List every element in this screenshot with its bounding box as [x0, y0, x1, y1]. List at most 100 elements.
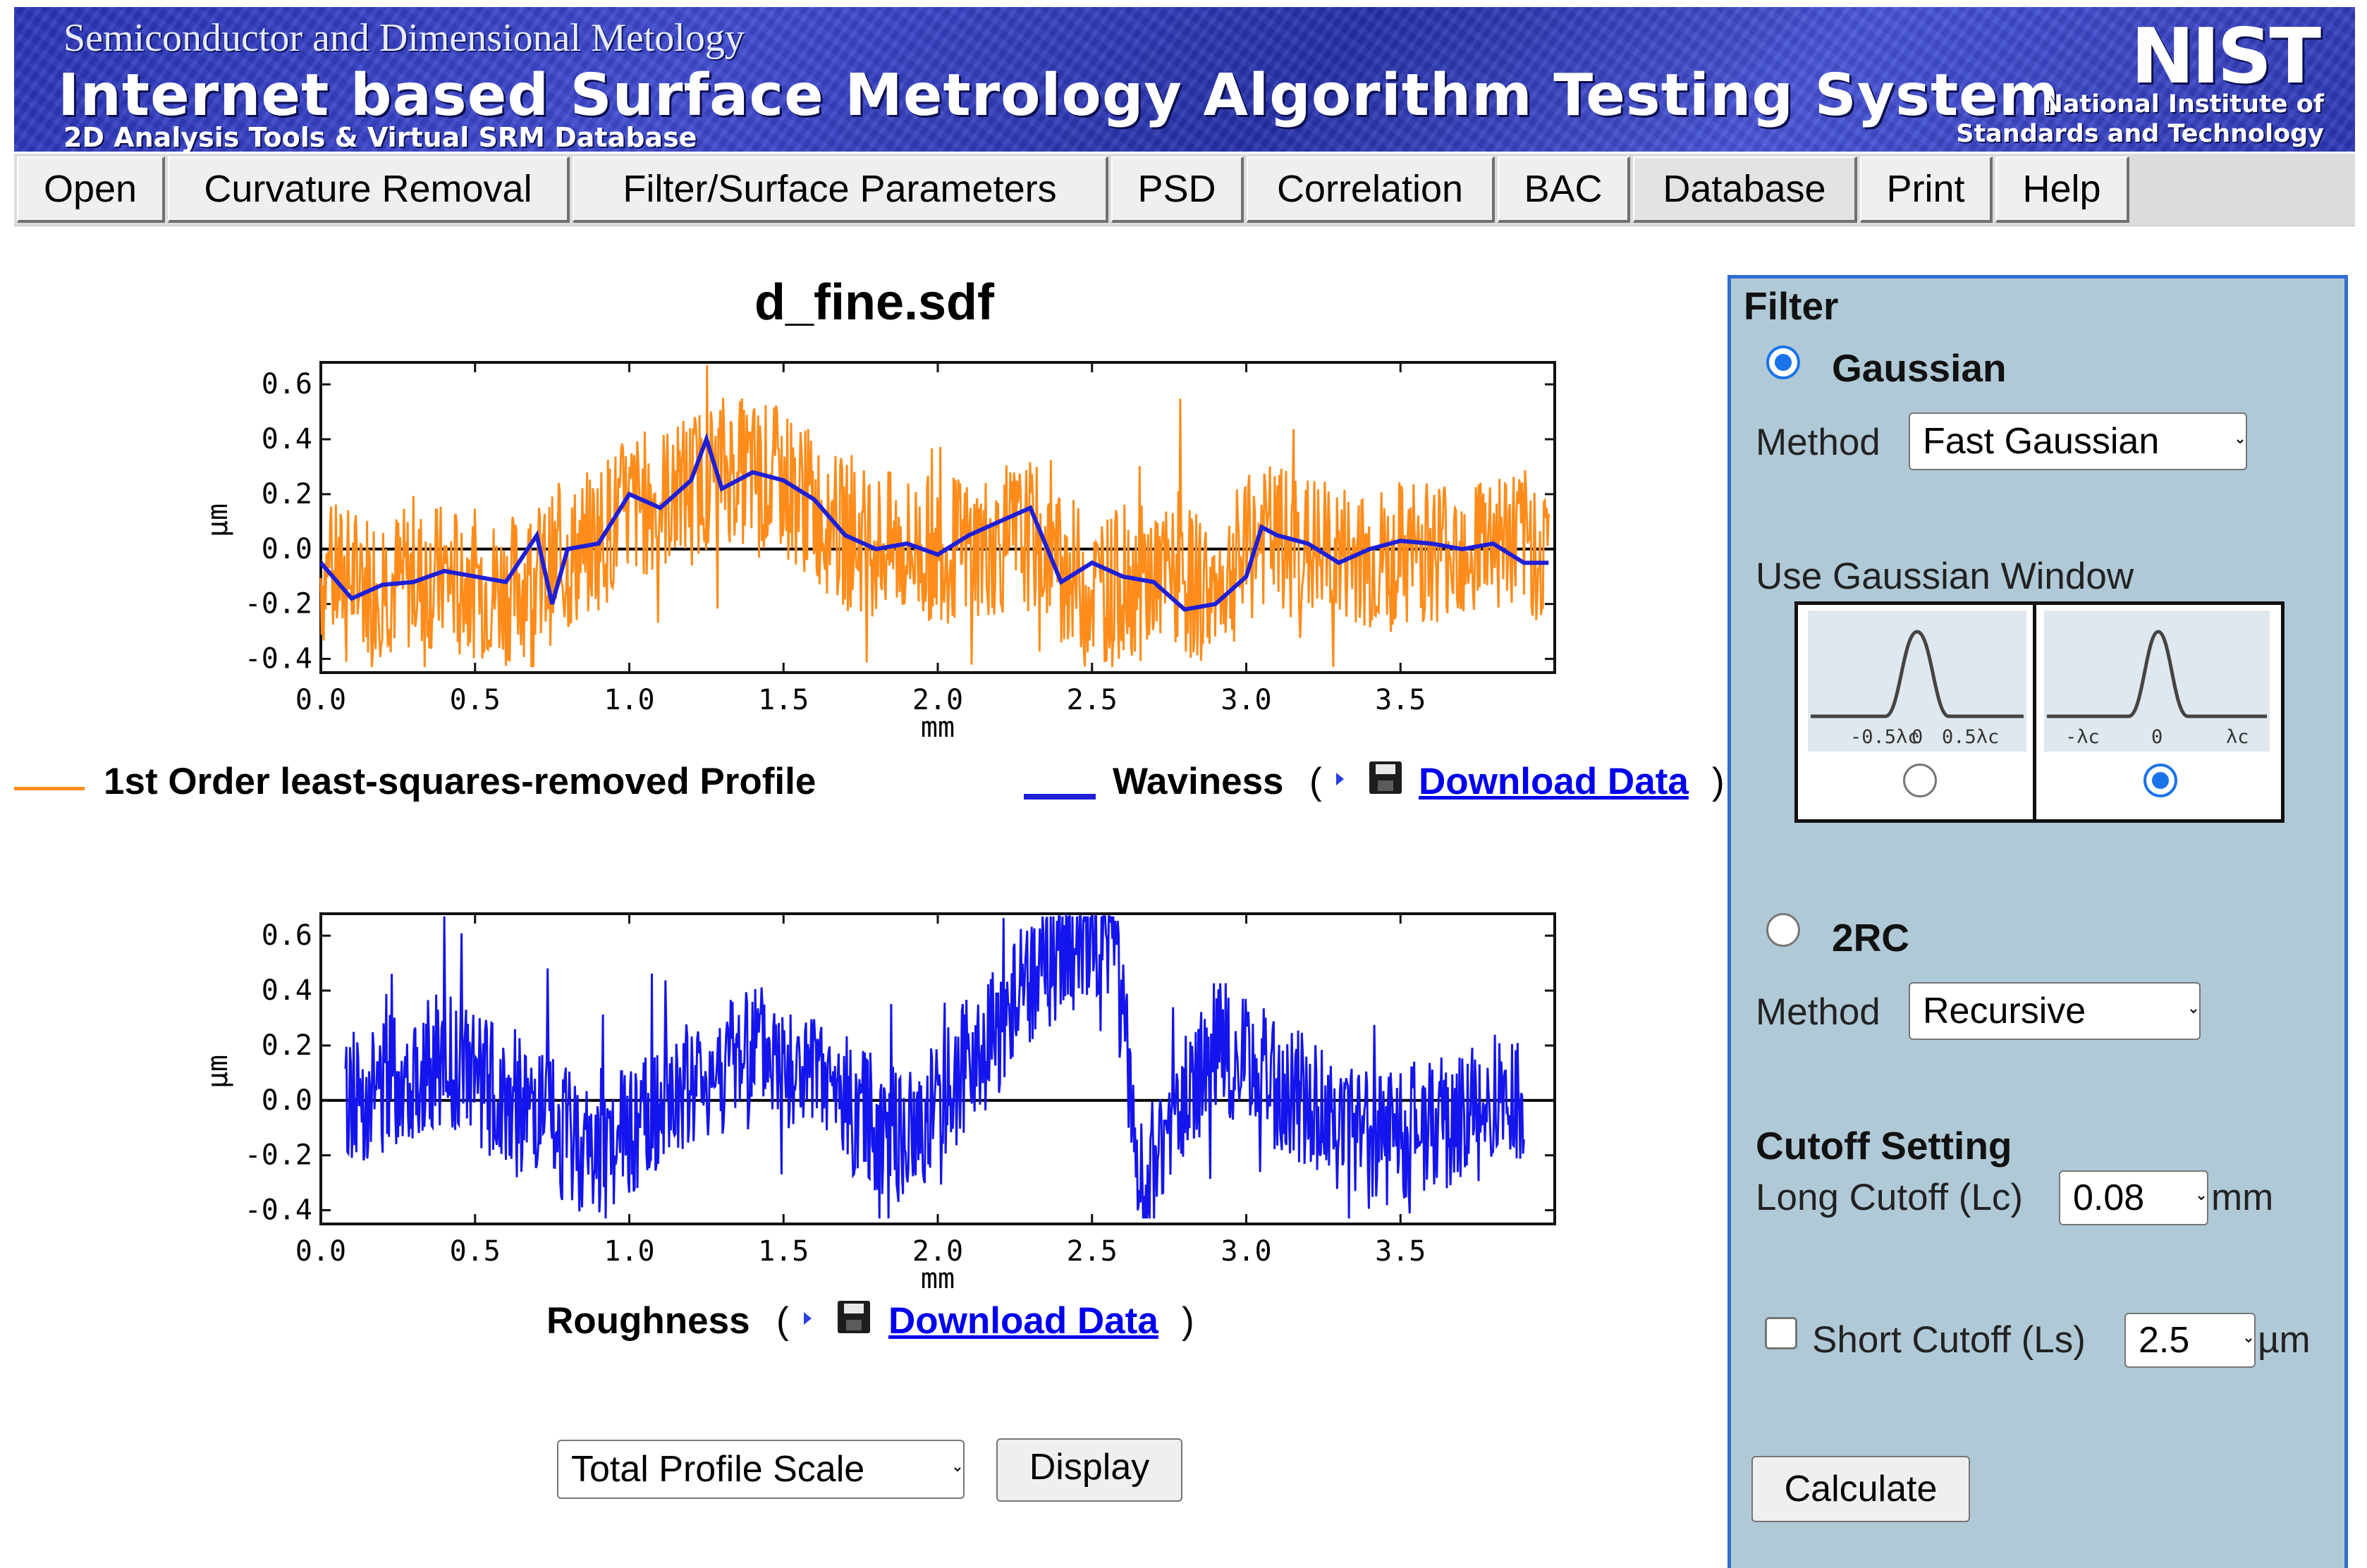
banner-subtitle-bottom: 2D Analysis Tools & Virtual SRM Database	[63, 122, 697, 152]
banner-title: Internet based Surface Metrology Algorit…	[58, 62, 2060, 129]
roughness-save-icon[interactable]	[838, 1301, 870, 1333]
y-tick-label: -0.4	[245, 643, 312, 675]
menu-print-button[interactable]: Print	[1860, 157, 1993, 223]
x-tick-label: 0.0	[295, 1235, 346, 1268]
window-tick-neg: -0.5λc	[1850, 726, 1919, 748]
short-cutoff-unit: µm	[2258, 1319, 2311, 1361]
y-axis-label: µm	[202, 503, 234, 537]
long-cutoff-label: Long Cutoff (Lc)	[1756, 1177, 2024, 1218]
menu-bac-button[interactable]: BAC	[1498, 157, 1630, 223]
x-tick-label: 0.5	[450, 684, 501, 716]
menu-bar: Open Curvature Removal Filter/Surface Pa…	[14, 154, 2355, 226]
gaussian-half-curve	[1811, 630, 2024, 718]
gaussian-window-selector: -0.5λc 0 0.5λc -λc 0 λc	[1794, 601, 2285, 823]
gaussian-full-window-graph: -λc 0 λc	[2044, 611, 2270, 752]
roughness-paren-open: (	[776, 1300, 789, 1342]
display-button[interactable]: Display	[996, 1438, 1182, 1502]
x-tick-label: 2.0	[912, 1235, 963, 1268]
menu-psd-button[interactable]: PSD	[1111, 157, 1244, 223]
gaussian-full-curve	[2047, 630, 2267, 718]
rc-method-select[interactable]: Recursive	[1909, 982, 2201, 1040]
profile-waviness-chart: 0.6 0.4 0.2 0.0 -0.2 -0.4 0.0 0.5 1.0 1.5 2.0 2.5 3…	[202, 361, 1556, 744]
window-tick-pos: λc	[2226, 726, 2249, 748]
x-tick-label: 3.5	[1375, 684, 1426, 716]
roughness-download-link[interactable]: Download Data	[888, 1300, 1158, 1342]
gaussian-label: Gaussian	[1832, 346, 2007, 390]
file-title: d_fine.sdf	[754, 274, 995, 331]
window-tick-pos: 0.5λc	[1942, 726, 1999, 748]
profile-legend-label: 1st Order least-squares-removed Profile	[104, 761, 816, 802]
x-tick-label: 0.5	[450, 1235, 501, 1268]
x-tick-label: 1.5	[758, 1235, 809, 1268]
menu-open-button[interactable]: Open	[17, 157, 165, 223]
x-tick-label: 1.5	[758, 684, 809, 716]
rc-method-label: Method	[1756, 991, 1880, 1033]
y-tick-label: 0.4	[262, 423, 312, 455]
roughness-legend-label: Roughness	[546, 1300, 750, 1342]
gaussian-method-label: Method	[1756, 422, 1880, 463]
x-tick-label: 1.0	[604, 1235, 654, 1268]
roughness-chart: 0.6 0.4 0.2 0.0 -0.2 -0.4 0.0 0.5 1.0 1.5 2.0 2.5 3…	[202, 912, 1556, 1295]
profile-scale-select[interactable]: Total Profile Scale	[557, 1440, 965, 1499]
gaussian-radio[interactable]	[1766, 345, 1800, 379]
long-cutoff-unit: mm	[2211, 1177, 2274, 1218]
x-tick-label: 2.5	[1067, 684, 1118, 716]
nist-org-line2: Standards and Technology	[1956, 120, 2324, 148]
x-tick-label: 1.0	[604, 684, 654, 716]
y-tick-label: 0.2	[262, 478, 312, 510]
menu-help-button[interactable]: Help	[1995, 157, 2129, 223]
half-window-radio[interactable]	[1903, 764, 1937, 797]
waviness-legend-swatch	[1024, 794, 1096, 800]
x-axis-label: mm	[921, 1263, 955, 1295]
x-tick-label: 2.5	[1067, 1235, 1118, 1268]
window-tick-zero: 0	[2151, 726, 2163, 748]
rc2-radio[interactable]	[1766, 913, 1800, 947]
y-axis-label: µm	[202, 1055, 234, 1089]
gaussian-half-window-graph: -0.5λc 0 0.5λc	[1808, 611, 2026, 752]
nist-logo[interactable]: NIST	[2130, 13, 2321, 101]
roughness-arrow-icon	[804, 1312, 812, 1325]
window-divider	[2033, 605, 2036, 819]
gaussian-method-select[interactable]: Fast Gaussian	[1909, 412, 2247, 470]
waviness-paren-close: )	[1712, 761, 1725, 802]
menu-correlation-button[interactable]: Correlation	[1247, 157, 1495, 223]
window-tick-zero: 0	[1912, 726, 1923, 748]
menu-curvature-removal-button[interactable]: Curvature Removal	[168, 157, 570, 223]
roughness-series	[344, 912, 1525, 1219]
calculate-button[interactable]: Calculate	[1751, 1456, 1970, 1522]
y-tick-label: -0.2	[245, 1139, 312, 1172]
rc2-label: 2RC	[1832, 916, 1910, 960]
profile-legend-swatch	[14, 787, 85, 790]
y-tick-label: 0.4	[262, 974, 312, 1007]
x-tick-label: 3.0	[1221, 1235, 1271, 1268]
waviness-legend-label: Waviness	[1113, 761, 1284, 802]
menu-database-button[interactable]: Database	[1633, 157, 1857, 223]
cutoff-header: Cutoff Setting	[1756, 1124, 2012, 1168]
y-tick-label: -0.2	[245, 588, 312, 620]
y-tick-label: 0.0	[262, 1084, 312, 1117]
waviness-arrow-icon	[1336, 773, 1344, 785]
y-tick-label: 0.2	[262, 1029, 312, 1062]
y-tick-label: -0.4	[245, 1194, 312, 1227]
roughness-paren-close: )	[1182, 1300, 1194, 1342]
waviness-series	[319, 432, 1549, 612]
waviness-download-link[interactable]: Download Data	[1419, 761, 1689, 802]
short-cutoff-checkbox[interactable]	[1765, 1317, 1797, 1349]
x-tick-label: 3.0	[1221, 684, 1271, 716]
short-cutoff-select[interactable]: 2.5	[2124, 1313, 2256, 1368]
waviness-save-icon[interactable]	[1369, 761, 1402, 794]
filter-header: Filter	[1744, 284, 1839, 328]
x-tick-label: 3.5	[1375, 1235, 1426, 1268]
x-tick-label: 0.0	[295, 684, 346, 716]
full-window-radio[interactable]	[2143, 764, 2177, 797]
window-graph-bg	[1808, 611, 2026, 752]
y-tick-label: 0.6	[262, 368, 312, 400]
y-tick-label: 0.6	[262, 919, 312, 952]
x-axis-label: mm	[921, 711, 955, 744]
nist-org-line1: National Institute of	[2042, 90, 2324, 118]
gaussian-window-label: Use Gaussian Window	[1756, 556, 2134, 597]
long-cutoff-select[interactable]: 0.08	[2059, 1170, 2208, 1225]
profile-series	[319, 365, 1550, 668]
banner-subtitle-top: Semiconductor and Dimensional Metology	[63, 16, 745, 60]
menu-filter-parameters-button[interactable]: Filter/Surface Parameters	[573, 157, 1108, 223]
